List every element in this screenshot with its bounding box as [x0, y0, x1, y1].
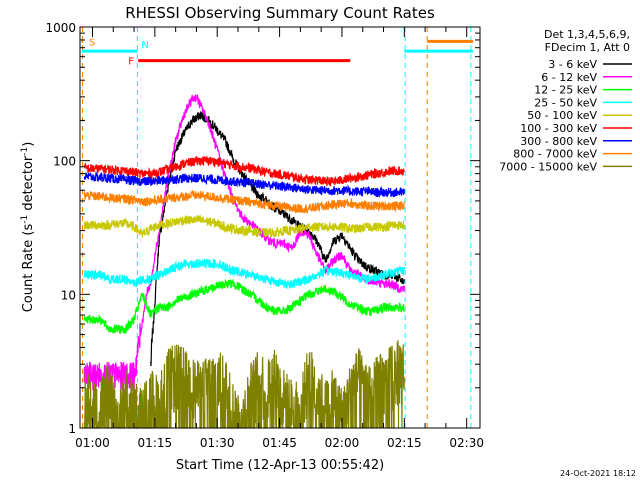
- series-line: [83, 155, 405, 187]
- series-line: [150, 111, 405, 367]
- legend-entry-label: 25 - 50 keV: [534, 96, 597, 109]
- series-layer: [83, 94, 405, 430]
- series-line: [83, 189, 405, 215]
- legend-header-line-2: FDecim 1, Att 0: [545, 41, 630, 54]
- series-line: [83, 171, 405, 198]
- series-line: [83, 278, 405, 334]
- x-tick-label: 02:30: [449, 436, 484, 450]
- legend-entry-label: 3 - 6 keV: [548, 58, 597, 71]
- legend-entry-label: 300 - 800 keV: [520, 135, 597, 148]
- chart-title: RHESSI Observing Summary Count Rates: [125, 4, 435, 22]
- legend-entry-label: 7000 - 15000 keV: [499, 160, 597, 173]
- y-axis-label: Count Rate (s-1 detector-1): [20, 142, 36, 313]
- legend-entry-label: 12 - 25 keV: [534, 84, 597, 97]
- legend-entry-label: 50 - 100 keV: [527, 109, 597, 122]
- y-tick-label: 1: [68, 422, 76, 436]
- flag-label: S: [89, 37, 95, 48]
- legend-entry-label: 800 - 7000 keV: [513, 148, 597, 161]
- x-axis-label: Start Time (12-Apr-13 00:55:42): [176, 458, 384, 473]
- y-tick-label: 1000: [45, 21, 76, 35]
- series-line: [83, 214, 405, 239]
- legend: Det 1,3,4,5,6,9, FDecim 1, Att 0 3 - 6 k…: [499, 28, 632, 173]
- legend-entry-label: 6 - 12 keV: [541, 71, 597, 84]
- x-tick-label: 01:15: [138, 436, 173, 450]
- y-axis: 1 10 100 1000: [45, 21, 480, 436]
- flag-label: F: [128, 57, 134, 68]
- x-axis: 01:00 01:15 01:30 01:45 02:00 02:15 02:30: [75, 27, 484, 450]
- x-tick-label: 01:30: [200, 436, 235, 450]
- x-tick-label: 02:00: [325, 436, 360, 450]
- x-tick-label: 01:00: [75, 436, 110, 450]
- legend-header-line-1: Det 1,3,4,5,6,9,: [544, 28, 630, 41]
- x-tick-label: 01:45: [262, 436, 297, 450]
- plot-frame: [79, 26, 481, 429]
- flag-label: N: [141, 40, 148, 51]
- y-tick-label: 100: [53, 155, 76, 169]
- flag-layer: S NF: [81, 37, 473, 68]
- series-line: [83, 94, 405, 392]
- footer-date: 24-Oct-2021 18:12: [560, 469, 636, 478]
- flag-vertical-lines: [81, 27, 472, 428]
- y-tick-label: 10: [61, 288, 76, 302]
- series-line: [83, 340, 405, 430]
- x-tick-label: 02:15: [387, 436, 422, 450]
- series-line: [83, 258, 405, 289]
- legend-entry-label: 100 - 300 keV: [520, 122, 597, 135]
